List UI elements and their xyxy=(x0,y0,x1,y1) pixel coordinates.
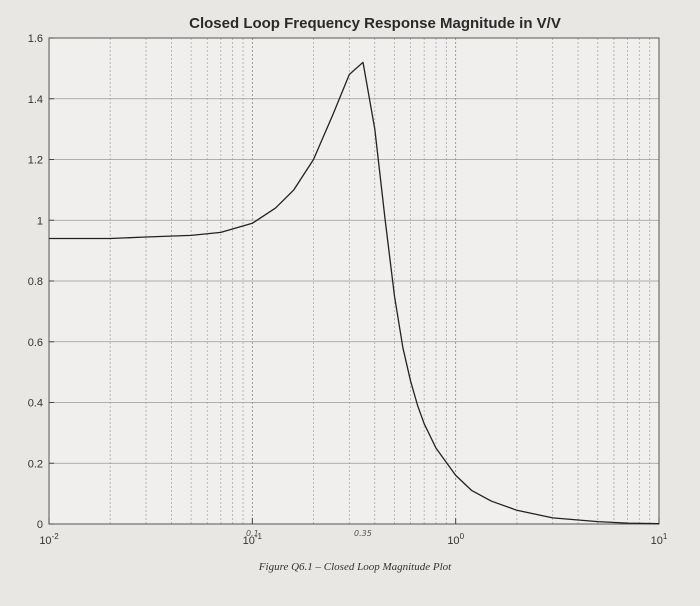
y-tick-label: 1 xyxy=(37,215,43,227)
y-tick-label: 0 xyxy=(37,519,43,531)
x-tick-label: 100 xyxy=(447,532,464,547)
x-tick-label: 10-2 xyxy=(39,532,59,547)
y-tick-label: 0.8 xyxy=(28,276,43,288)
series xyxy=(49,61,660,525)
series-line xyxy=(49,61,660,525)
chart-title: Closed Loop Frequency Response Magnitude… xyxy=(189,15,561,32)
y-tick-label: 0.2 xyxy=(28,458,43,470)
y-tick-label: 1.6 xyxy=(28,33,43,45)
y-tick-label: 1.4 xyxy=(28,94,43,106)
x-tick-label: 101 xyxy=(651,532,668,547)
handwritten-annotation: 0.1 xyxy=(246,529,259,538)
y-tick-label: 1.2 xyxy=(28,155,43,167)
x-tick-label: 10-1 xyxy=(243,532,263,547)
annotations: 0.35 0.1 xyxy=(246,529,372,538)
y-tick-label: 0.4 xyxy=(28,398,43,410)
x-ticks: 10-2 10-1 100 101 xyxy=(39,518,668,547)
handwritten-annotation: 0.35 xyxy=(354,529,372,538)
figure-caption: Figure Q6.1 – Closed Loop Magnitude Plot xyxy=(258,561,452,573)
y-tick-label: 0.6 xyxy=(28,337,43,349)
y-ticks: 0 0.2 0.4 0.6 0.8 1 1.2 1.4 1.6 xyxy=(28,33,54,531)
grid xyxy=(48,37,659,525)
